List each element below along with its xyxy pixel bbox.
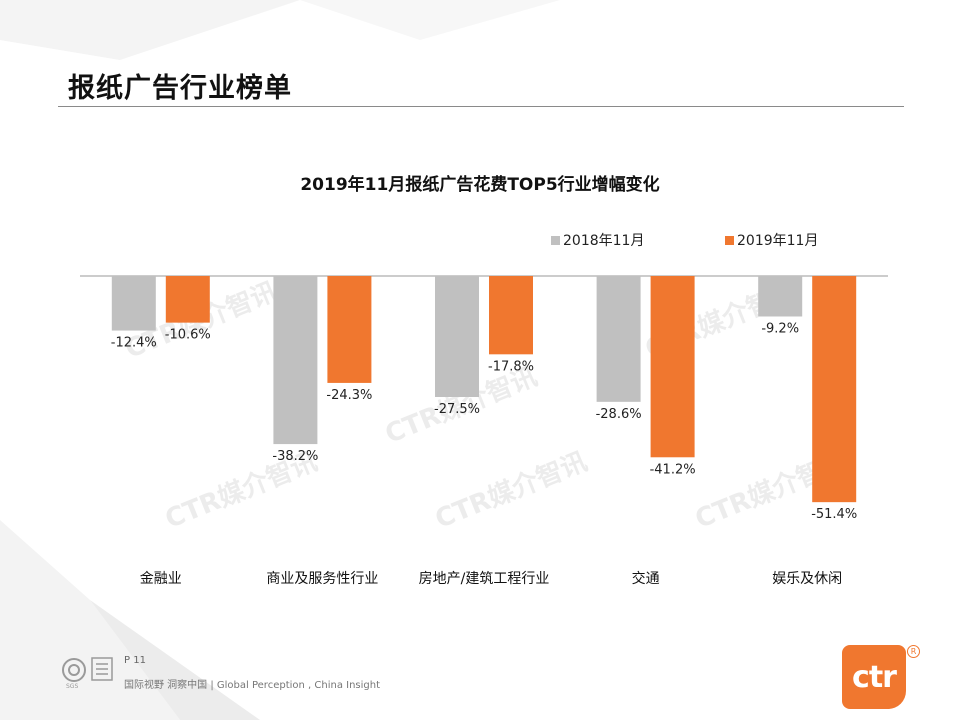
bar-2018-1 [111, 276, 156, 331]
bar-2019-3 [489, 276, 533, 355]
data-label-2018-4: -28.6% [596, 407, 642, 422]
title-divider [58, 106, 904, 107]
bar-2018-5 [758, 276, 803, 317]
category-label-4: 交通 [632, 570, 660, 587]
data-label-2019-1: -10.6% [165, 328, 211, 343]
data-label-2018-2: -38.2% [272, 449, 318, 464]
category-label-2: 商业及服务性行业 [266, 571, 378, 587]
data-label-2019-2: -24.3% [326, 388, 372, 403]
category-label-1: 金融业 [140, 571, 182, 587]
svg-text:SGS: SGS [66, 683, 78, 690]
bar-2019-1 [165, 276, 210, 323]
bar-chart: -12.4% -10.6% 金融业 -38.2% -24.3% 商业及服务性行业 -27.5… [80, 275, 888, 587]
bar-2018-4 [596, 276, 641, 402]
legend-item-2018: 2018年11月 [551, 230, 644, 250]
ctr-logo: ctr [842, 645, 906, 709]
legend-swatch-2018 [551, 235, 560, 245]
page-number: P 11 [124, 655, 146, 666]
bar-2019-2 [327, 276, 372, 383]
data-label-2018-3: -27.5% [434, 402, 480, 417]
chart-legend: 2018年11月 2019年11月 [0, 230, 960, 250]
data-label-2018-5: -9.2% [761, 321, 799, 336]
certification-logos: SGS [62, 657, 113, 690]
data-label-2019-5: -51.4% [811, 507, 857, 522]
legend-item-2019: 2019年11月 [725, 230, 818, 250]
bar-2019-4 [650, 276, 695, 458]
data-label-2019-3: -17.8% [488, 359, 534, 374]
category-label-5: 娱乐及休闲 [772, 571, 842, 587]
data-label-2018-1: -12.4% [111, 336, 157, 351]
chart-title: 2019年11月报纸广告花费TOP5行业增幅变化 [300, 175, 660, 195]
legend-label-2018: 2018年11月 [563, 233, 645, 249]
bar-2018-2 [273, 276, 318, 445]
page-title: 报纸广告行业榜单 [68, 73, 292, 104]
legend-label-2019: 2019年11月 [737, 233, 819, 249]
registered-icon: R [907, 645, 920, 658]
data-label-2019-4: -41.2% [650, 462, 696, 477]
category-label-3: 房地产/建筑工程行业 [419, 571, 550, 587]
footer-tagline: 国际视野 洞察中国 | Global Perception , China In… [124, 680, 381, 691]
bar-2019-5 [812, 276, 857, 503]
bar-2018-3 [435, 276, 479, 397]
legend-swatch-2019 [725, 235, 734, 245]
